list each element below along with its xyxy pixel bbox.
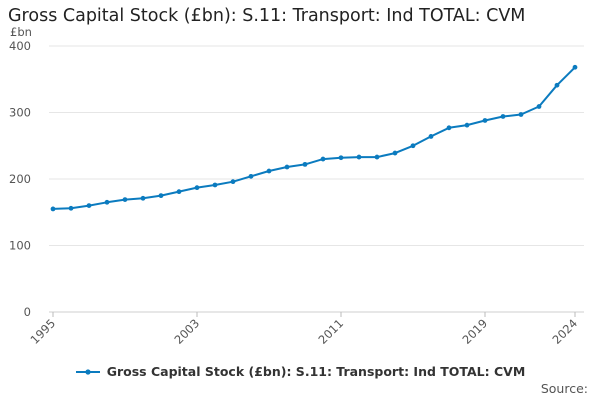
data-point[interactable] (50, 206, 56, 212)
x-tick-label: 1995 (28, 316, 59, 347)
data-point[interactable] (572, 64, 578, 70)
data-point[interactable] (428, 134, 434, 139)
data-point[interactable] (230, 179, 236, 185)
data-point[interactable] (158, 193, 164, 199)
x-tick-label: 2003 (172, 316, 203, 347)
x-axis-ticks: 1995 2003 2011 2019 2024 (28, 312, 581, 347)
y-tick-label: 0 (24, 305, 31, 319)
data-point[interactable] (284, 164, 290, 170)
data-point[interactable] (338, 155, 344, 161)
data-point[interactable] (122, 197, 128, 203)
y-tick-label: 300 (9, 106, 31, 120)
chart-title: Gross Capital Stock (£bn): S.11: Transpo… (8, 6, 526, 26)
data-point[interactable] (266, 168, 272, 174)
gridlines (49, 45, 584, 313)
y-axis-unit-label: £bn (10, 25, 32, 39)
data-point[interactable] (536, 104, 542, 109)
source-label: Source: (540, 381, 588, 396)
plot-area (50, 64, 578, 212)
data-point[interactable] (518, 112, 524, 117)
data-point[interactable] (104, 199, 110, 205)
data-point[interactable] (320, 156, 326, 162)
data-point[interactable] (212, 182, 218, 188)
data-point[interactable] (140, 195, 146, 201)
data-point[interactable] (392, 150, 398, 156)
data-point[interactable] (410, 143, 416, 149)
data-point[interactable] (446, 125, 452, 131)
y-axis-ticks: 0 100 200 300 400 (9, 39, 31, 319)
data-point[interactable] (176, 189, 182, 195)
data-point[interactable] (302, 161, 308, 167)
legend-label: Gross Capital Stock (£bn): S.11: Transpo… (106, 364, 526, 379)
y-tick-label: 100 (9, 239, 31, 253)
series-line (52, 66, 576, 210)
y-tick-label: 400 (9, 39, 31, 53)
data-point[interactable] (68, 205, 74, 211)
data-point[interactable] (356, 154, 362, 160)
legend: Gross Capital Stock (£bn): S.11: Transpo… (0, 364, 600, 379)
data-point[interactable] (248, 173, 254, 179)
y-tick-label: 200 (9, 172, 31, 186)
legend-swatch (75, 368, 100, 375)
x-tick-label: 2019 (460, 316, 491, 347)
x-tick-label: 2011 (316, 316, 347, 347)
data-point[interactable] (464, 122, 470, 128)
data-point[interactable] (194, 185, 200, 191)
x-tick-label: 2024 (550, 316, 581, 347)
data-point[interactable] (482, 118, 488, 123)
data-point[interactable] (500, 114, 506, 119)
data-point[interactable] (374, 154, 380, 160)
data-point[interactable] (86, 203, 92, 209)
data-point[interactable] (554, 82, 560, 88)
